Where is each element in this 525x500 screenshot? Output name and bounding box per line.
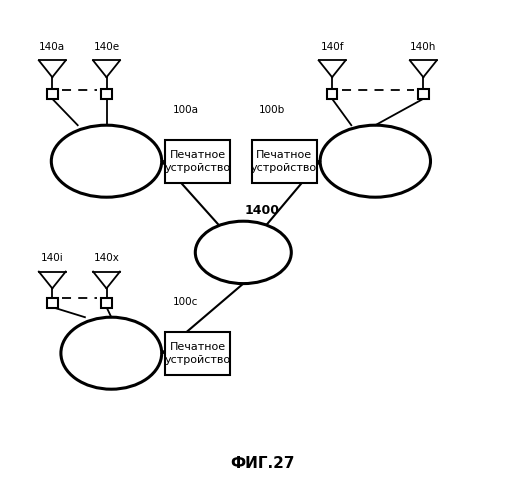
Text: ФИГ.27: ФИГ.27 xyxy=(230,456,295,471)
Text: 140x: 140x xyxy=(93,254,120,264)
FancyBboxPatch shape xyxy=(101,298,112,308)
Text: 1400: 1400 xyxy=(245,204,280,218)
FancyBboxPatch shape xyxy=(165,140,230,183)
FancyBboxPatch shape xyxy=(165,332,230,375)
FancyBboxPatch shape xyxy=(47,298,58,308)
Ellipse shape xyxy=(195,221,291,284)
Text: 100c: 100c xyxy=(173,296,198,306)
Text: 140h: 140h xyxy=(410,42,436,52)
Text: 140e: 140e xyxy=(93,42,120,52)
FancyBboxPatch shape xyxy=(101,88,112,100)
FancyBboxPatch shape xyxy=(327,88,338,100)
Text: Печатное
устройство: Печатное устройство xyxy=(165,342,231,365)
Text: Печатное
устройство: Печатное устройство xyxy=(165,150,231,173)
Text: 140f: 140f xyxy=(320,42,344,52)
Text: 140i: 140i xyxy=(41,254,64,264)
Text: 140a: 140a xyxy=(39,42,65,52)
Text: Печатное
устройство: Печатное устройство xyxy=(251,150,317,173)
FancyBboxPatch shape xyxy=(418,88,428,100)
Text: 100b: 100b xyxy=(259,104,285,115)
Text: 100a: 100a xyxy=(173,104,198,115)
FancyBboxPatch shape xyxy=(47,88,58,100)
FancyBboxPatch shape xyxy=(251,140,317,183)
